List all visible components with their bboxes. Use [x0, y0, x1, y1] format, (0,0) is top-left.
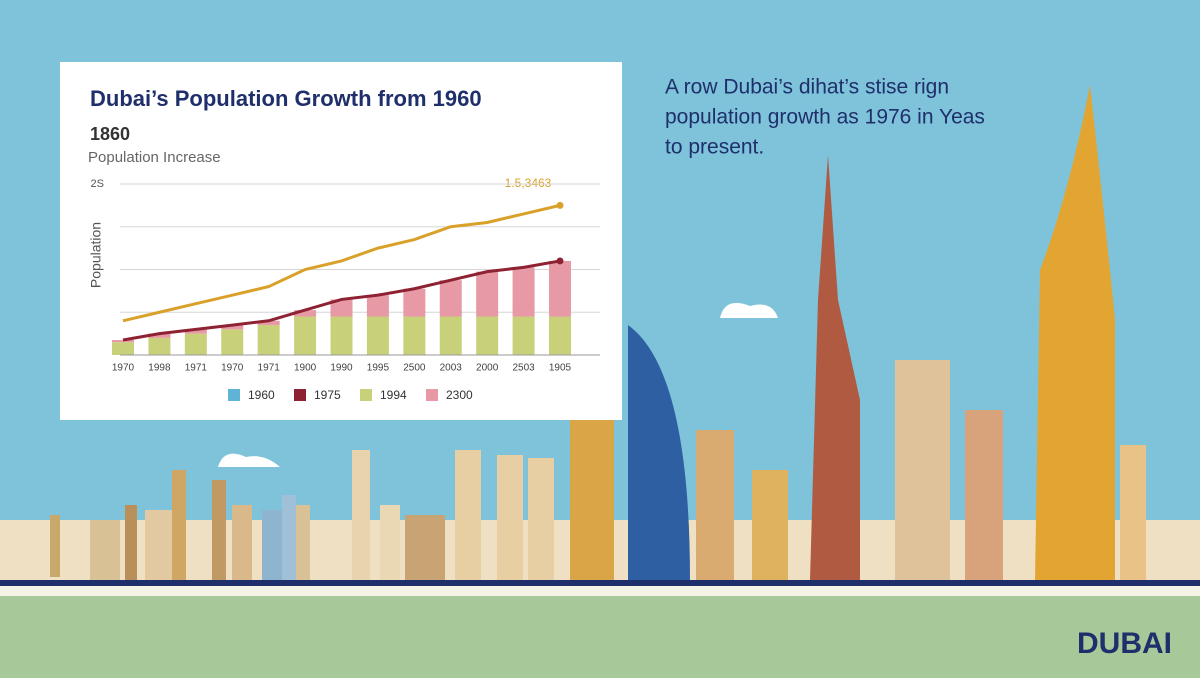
x-tick-label: 1970: [221, 363, 244, 374]
bar: [476, 271, 499, 317]
bar: [148, 337, 171, 355]
bar: [403, 288, 426, 317]
bar: [184, 333, 207, 355]
bar: [221, 325, 244, 330]
bar: [294, 310, 317, 317]
bar: [476, 316, 499, 355]
brand: DUBAI: [1077, 627, 1172, 660]
bar: [330, 316, 353, 355]
legend-swatch: [294, 389, 306, 401]
bar: [512, 316, 535, 355]
bar: [439, 316, 462, 355]
x-tick-label: 1998: [148, 363, 171, 374]
chart-panel: [60, 62, 622, 420]
x-tick-label: 2000: [476, 363, 499, 374]
legend-swatch: [228, 389, 240, 401]
x-tick-label: 1970: [112, 363, 135, 374]
x-tick-label: 1995: [367, 363, 390, 374]
caption: A row Dubai’s dihat’s stise rign: [665, 76, 949, 99]
line-end: [556, 257, 564, 265]
caption: to present.: [665, 136, 764, 159]
x-tick-label: 2003: [440, 363, 463, 374]
bar: [112, 340, 134, 343]
bar: [294, 316, 317, 355]
bar: [112, 342, 134, 355]
bar: [184, 329, 207, 334]
legend-swatch: [426, 389, 438, 401]
legend-swatch: [360, 389, 372, 401]
legend-label: 2300: [446, 388, 473, 402]
line: [122, 203, 561, 323]
chart-subtitle: Population Increase: [88, 149, 221, 166]
x-tick-label: 1900: [294, 363, 317, 374]
x-tick-label: 2503: [512, 363, 535, 374]
legend-label: 1975: [314, 388, 341, 402]
bar: [257, 325, 280, 355]
bar: [403, 316, 426, 355]
x-tick-label: 2500: [403, 363, 426, 374]
x-tick-label: 1990: [330, 363, 353, 374]
y-tick-label: 2S: [91, 178, 104, 190]
x-tick-label: 1905: [549, 363, 572, 374]
x-tick-label: 1971: [258, 363, 281, 374]
bar: [148, 333, 171, 338]
line: [122, 259, 561, 342]
skyline: [0, 85, 1200, 678]
annotation: 1.5,3463: [505, 176, 552, 190]
bar: [549, 316, 571, 355]
chart-subtitle: 1860: [90, 124, 130, 144]
legend-label: 1960: [248, 388, 275, 402]
bar: [221, 329, 244, 355]
caption: population growth as 1976 in Yeas: [665, 106, 985, 129]
bar: [366, 295, 389, 317]
bar: [439, 280, 462, 317]
bar: [366, 316, 389, 355]
x-tick-label: 1971: [185, 363, 208, 374]
y-axis-label: Population: [88, 222, 104, 288]
legend-label: 1994: [380, 388, 407, 402]
bar: [512, 267, 535, 317]
bar: [330, 299, 353, 317]
bar: [257, 320, 280, 326]
chart-title: Dubai’s Population Growth from 1960: [90, 86, 482, 111]
bar: [549, 260, 571, 317]
line-end: [556, 201, 564, 209]
